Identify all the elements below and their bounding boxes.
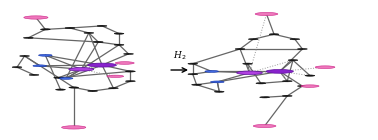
Ellipse shape [125,80,135,82]
Ellipse shape [107,75,124,77]
Text: H$_2$: H$_2$ [173,49,186,62]
Ellipse shape [114,44,124,46]
Ellipse shape [243,63,253,64]
Ellipse shape [39,54,52,56]
Ellipse shape [260,97,270,98]
Ellipse shape [12,66,22,68]
Ellipse shape [23,37,33,38]
Ellipse shape [29,74,39,76]
Ellipse shape [88,63,116,67]
Ellipse shape [54,77,64,78]
Ellipse shape [108,88,118,89]
Ellipse shape [84,32,94,34]
Ellipse shape [255,12,278,16]
Ellipse shape [248,38,258,40]
Ellipse shape [237,71,262,75]
Ellipse shape [315,66,335,69]
Ellipse shape [125,71,135,72]
Ellipse shape [93,41,103,43]
Ellipse shape [62,126,86,129]
Ellipse shape [59,77,73,79]
Ellipse shape [214,91,224,92]
Ellipse shape [301,85,319,87]
Ellipse shape [192,84,201,85]
Ellipse shape [56,89,65,90]
Ellipse shape [235,48,245,50]
Ellipse shape [124,53,133,55]
Ellipse shape [40,29,50,30]
Ellipse shape [253,124,276,128]
Ellipse shape [211,81,224,83]
Ellipse shape [288,60,298,61]
Ellipse shape [282,95,292,97]
Ellipse shape [256,83,266,84]
Ellipse shape [188,74,198,75]
Ellipse shape [290,38,300,40]
Ellipse shape [269,34,279,35]
Ellipse shape [282,80,292,82]
Ellipse shape [188,63,198,64]
Ellipse shape [114,33,124,34]
Ellipse shape [65,27,75,29]
Ellipse shape [24,16,48,19]
Ellipse shape [297,48,307,50]
Ellipse shape [33,65,46,67]
Ellipse shape [97,25,107,27]
Ellipse shape [305,75,315,76]
Ellipse shape [20,55,29,57]
Ellipse shape [88,90,98,92]
Ellipse shape [115,62,134,64]
Ellipse shape [69,68,94,71]
Ellipse shape [297,85,307,87]
Ellipse shape [266,70,293,73]
Ellipse shape [205,70,218,72]
Ellipse shape [69,87,79,88]
